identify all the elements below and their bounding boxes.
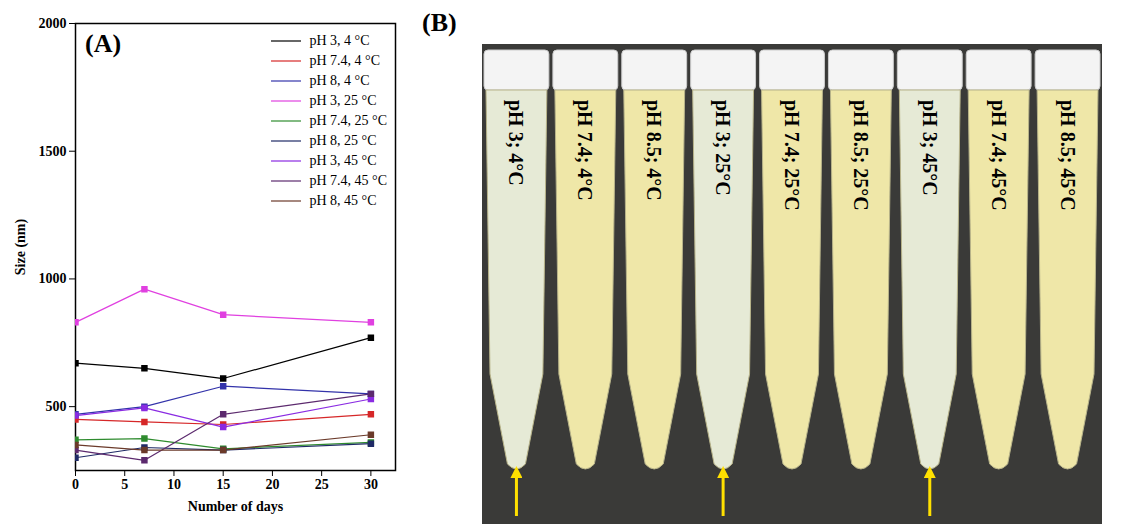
svg-text:0: 0 (72, 477, 79, 492)
svg-text:pH 7.4; 25°C: pH 7.4; 25°C (780, 100, 803, 211)
svg-text:pH 8.5; 45°C: pH 8.5; 45°C (1056, 100, 1079, 211)
html-text:pH 8, 45 °C: pH 8, 45 °C (309, 193, 377, 208)
svg-text:10: 10 (167, 477, 181, 492)
html-text:pH 7.4, 25 °C: pH 7.4, 25 °C (309, 113, 387, 128)
svg-text:2000: 2000 (39, 16, 67, 31)
svg-text:Size (nm): Size (nm) (13, 218, 29, 275)
html-text:pH 8, 25 °C: pH 8, 25 °C (309, 133, 377, 148)
svg-text:30: 30 (364, 477, 378, 492)
html-text:pH 8, 4 °C: pH 8, 4 °C (309, 73, 370, 88)
svg-text:5: 5 (121, 477, 128, 492)
html-text:(B): (B) (422, 8, 457, 37)
html-text:pH 7.4, 45 °C: pH 7.4, 45 °C (309, 173, 387, 188)
svg-text:pH 8.5; 4°C: pH 8.5; 4°C (642, 100, 665, 201)
html-text:(A): (A) (85, 29, 122, 58)
html-text:pH 3, 25 °C: pH 3, 25 °C (309, 93, 377, 108)
svg-text:pH 7.4; 45°C: pH 7.4; 45°C (987, 100, 1010, 211)
html-text:pH 3, 45 °C: pH 3, 45 °C (309, 153, 377, 168)
svg-text:15: 15 (216, 477, 230, 492)
svg-text:1500: 1500 (39, 144, 67, 159)
svg-text:20: 20 (265, 477, 279, 492)
svg-text:pH 3; 25°C: pH 3; 25°C (711, 100, 734, 196)
svg-text:pH 3; 4°C: pH 3; 4°C (504, 100, 527, 186)
svg-text:pH 3; 45°C: pH 3; 45°C (918, 100, 941, 196)
svg-text:25: 25 (315, 477, 329, 492)
html-text:pH 7.4, 4 °C: pH 7.4, 4 °C (309, 53, 380, 68)
svg-text:1000: 1000 (39, 271, 67, 286)
svg-text:Number of days: Number of days (188, 499, 284, 514)
svg-text:pH 8.5; 25°C: pH 8.5; 25°C (849, 100, 872, 211)
svg-text:500: 500 (46, 399, 67, 414)
html-text:pH 3, 4 °C: pH 3, 4 °C (309, 33, 370, 48)
svg-text:pH 7.4; 4°C: pH 7.4; 4°C (573, 100, 596, 201)
